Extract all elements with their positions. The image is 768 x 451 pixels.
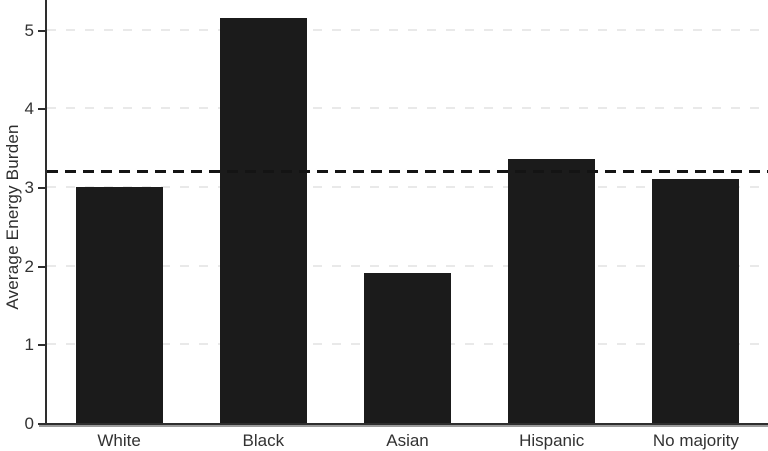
gridline-2 [47,264,768,267]
y-tick-label-3: 3 [24,177,34,197]
y-tick-label-4: 4 [24,99,34,119]
x-label-hispanic: Hispanic [519,431,585,450]
gridline-3 [47,185,768,188]
bar-black [219,17,307,423]
y-tick-2 [38,265,46,268]
y-tick-label-1: 1 [24,335,34,355]
x-label-no-majority: No majority [652,431,739,450]
gridline-4 [47,107,768,110]
y-axis-title: Average Energy Burden [3,124,22,310]
x-label-asian: Asian [386,431,429,450]
reference-line [47,170,768,174]
x-axis-line [39,423,768,427]
gridline-5 [47,28,768,31]
y-tick-label-2: 2 [24,256,34,276]
bar-hispanic [508,159,596,423]
x-label-black: Black [242,431,285,450]
x-label-white: White [97,431,141,450]
y-tick-label-5: 5 [24,20,34,40]
y-tick-label-0: 0 [24,414,34,433]
y-tick-4 [38,108,46,111]
y-axis-line [45,0,47,425]
y-tick-3 [38,186,46,189]
bar-white [75,186,163,423]
y-tick-0 [38,423,46,425]
y-tick-5 [38,29,46,32]
bar-asian [364,273,451,423]
bar-no-majority [652,179,740,423]
y-tick-1 [38,344,46,347]
